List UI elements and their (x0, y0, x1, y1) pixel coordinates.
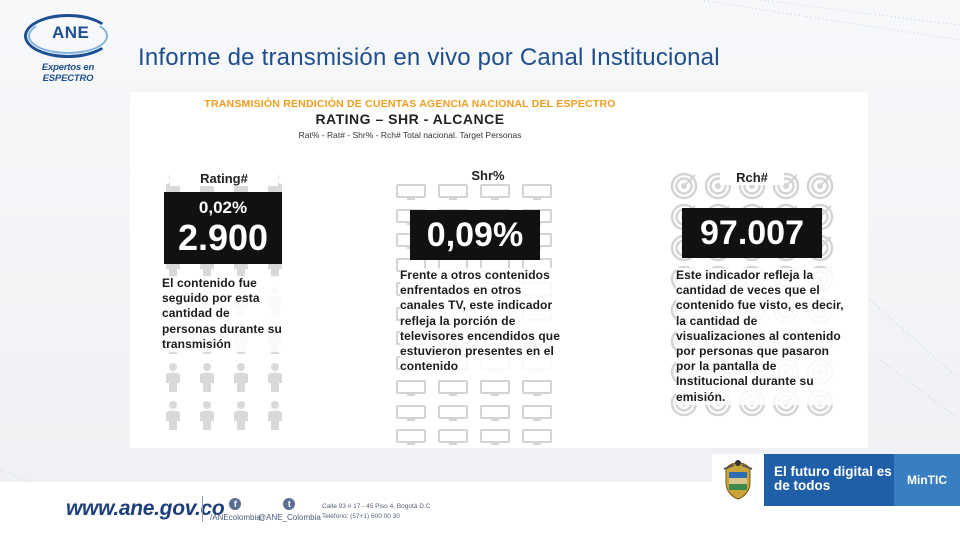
tv-icon (396, 380, 426, 397)
infographic-supertitle: TRANSMISIÓN RENDICIÓN DE CUENTAS AGENCIA… (204, 98, 616, 110)
rating-title: Rating# (170, 171, 278, 186)
footer-address: Calle 93 # 17 - 45 Piso 4, Bogotá D.C Te… (322, 502, 430, 522)
person-icon (196, 362, 218, 392)
infographic-subheading: Rat% - Rat# - Shr% - Rch# Total nacional… (298, 130, 522, 140)
tv-icon (438, 184, 468, 201)
tv-icon (480, 184, 510, 201)
mintic-label: MinTIC (894, 454, 960, 506)
colombia-shield-icon (712, 454, 764, 506)
person-icon (264, 362, 286, 392)
tv-icon (522, 380, 552, 397)
tv-icon (438, 404, 468, 422)
reach-value: 97.007 (700, 214, 804, 252)
reach-metric-box: 97.007 (682, 208, 822, 258)
rating-value: 2.900 (177, 217, 269, 258)
share-metric-box: 0,09% (410, 210, 540, 260)
tv-icon (480, 380, 510, 397)
share-description: Frente a otros contenidos enfrentados en… (400, 268, 568, 375)
tv-icon (396, 184, 426, 201)
facebook-link[interactable]: f /ANEcolombia (210, 498, 261, 522)
tv-icon (522, 429, 552, 446)
tv-icon (438, 429, 468, 446)
person-icon (196, 400, 218, 430)
page-title: Informe de transmisión en vivo por Canal… (138, 44, 720, 71)
address-line-2: Teléfono: (57+1) 600 00 30 (322, 513, 400, 520)
twitter-icon: t (283, 498, 296, 510)
person-icon (162, 400, 184, 430)
share-value: 0,09% (426, 216, 524, 254)
person-icon (162, 362, 184, 392)
tv-icon (480, 429, 510, 446)
tv-icon (522, 404, 552, 422)
rating-description: El contenido fue seguido por esta cantid… (162, 276, 286, 353)
footer-separator (202, 496, 203, 522)
twitter-link[interactable]: t @ANE_Colombia (258, 498, 321, 522)
facebook-handle: /ANEcolombia (210, 513, 261, 522)
target-icon (772, 172, 800, 200)
address-line-1: Calle 93 # 17 - 45 Piso 4, Bogotá D.C (322, 503, 431, 510)
ane-logo: ANE Expertos en ESPECTRO (18, 12, 118, 84)
tv-icon (438, 380, 468, 397)
share-title: Shr% (448, 168, 528, 183)
infographic-panel: TRANSMISIÓN RENDICIÓN DE CUENTAS AGENCIA… (130, 92, 868, 448)
target-icon (670, 172, 698, 200)
logo-arc-inner (28, 18, 108, 54)
person-icon (264, 400, 286, 430)
logo-arc (24, 14, 112, 58)
tv-icon (522, 184, 552, 201)
tv-icon (396, 404, 426, 422)
person-icon (230, 400, 252, 430)
reach-title: Rch# (720, 170, 784, 185)
tv-icon (396, 429, 426, 446)
infographic-heading: RATING – SHR - ALCANCE (315, 111, 505, 127)
gov-banner: El futuro digital es de todos MinTIC (712, 454, 960, 506)
tv-icon (480, 404, 510, 422)
twitter-handle: @ANE_Colombia (258, 513, 321, 522)
person-icon (230, 362, 252, 392)
logo-word: ANE (52, 23, 90, 42)
reach-description: Este indicador refleja la cantidad de ve… (676, 268, 844, 405)
shield-graphic (723, 460, 753, 500)
gov-slogan: El futuro digital es de todos (764, 454, 894, 506)
rating-metric-box: 0,02% 2.900 (164, 192, 282, 264)
target-icon (806, 172, 834, 200)
rating-percent: 0,02% (198, 198, 248, 217)
logo-tagline: Expertos en ESPECTRO (41, 62, 95, 84)
facebook-icon: f (229, 498, 242, 510)
footer-url[interactable]: www.ane.gov.co (66, 497, 225, 520)
